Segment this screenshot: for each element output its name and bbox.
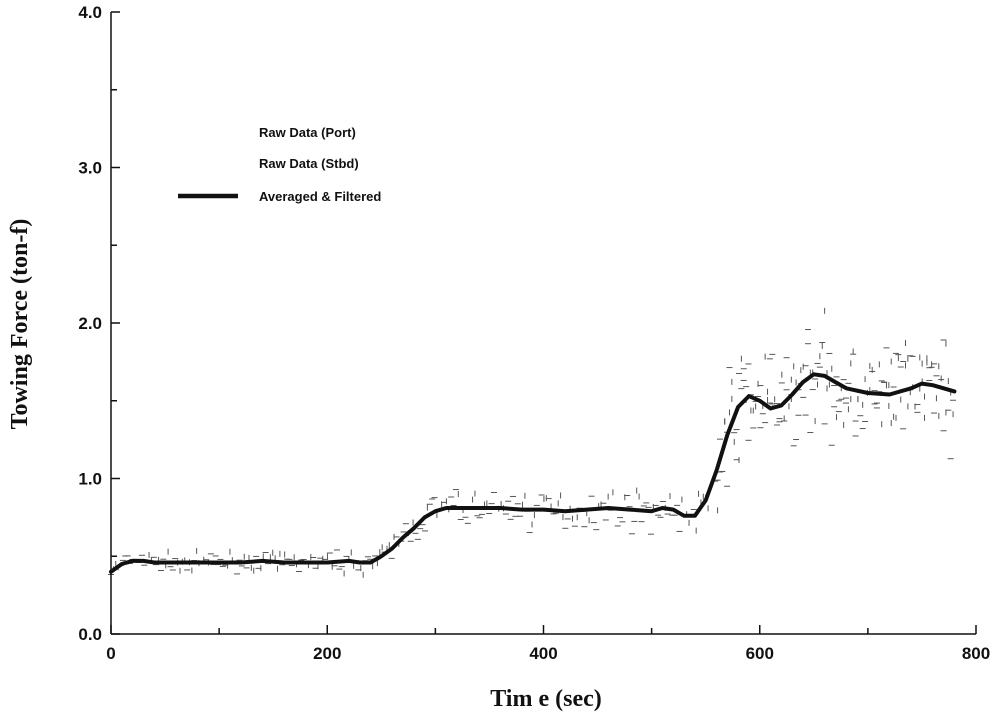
x-tick-label: 800 (962, 644, 990, 663)
y-tick-label: 4.0 (78, 3, 102, 22)
y-tick-label: 1.0 (78, 470, 102, 489)
x-axis-title: Tim e (sec) (490, 686, 602, 712)
axis-ticks: 0 200 400 600 800 0.0 1.0 2.0 3.0 4.0 (78, 3, 990, 663)
legend-label-port: Raw Data (Port) (259, 125, 356, 140)
averaged-filtered-line (109, 372, 957, 574)
x-tick-label: 400 (529, 644, 557, 663)
legend: Raw Data (Port) Raw Data (Stbd) Averaged… (178, 125, 381, 204)
y-tick-label: 0.0 (78, 625, 102, 644)
legend-label-stbd: Raw Data (Stbd) (259, 156, 359, 171)
x-tick-label: 200 (313, 644, 341, 663)
raw-data-points (108, 307, 957, 578)
y-tick-label: 2.0 (78, 314, 102, 333)
x-tick-label: 600 (746, 644, 774, 663)
x-tick-label: 0 (106, 644, 115, 663)
legend-label-filtered: Averaged & Filtered (259, 189, 381, 204)
axes (110, 12, 976, 635)
y-tick-label: 3.0 (78, 159, 102, 178)
y-axis-title: Towing Force (ton-f) (7, 219, 33, 430)
